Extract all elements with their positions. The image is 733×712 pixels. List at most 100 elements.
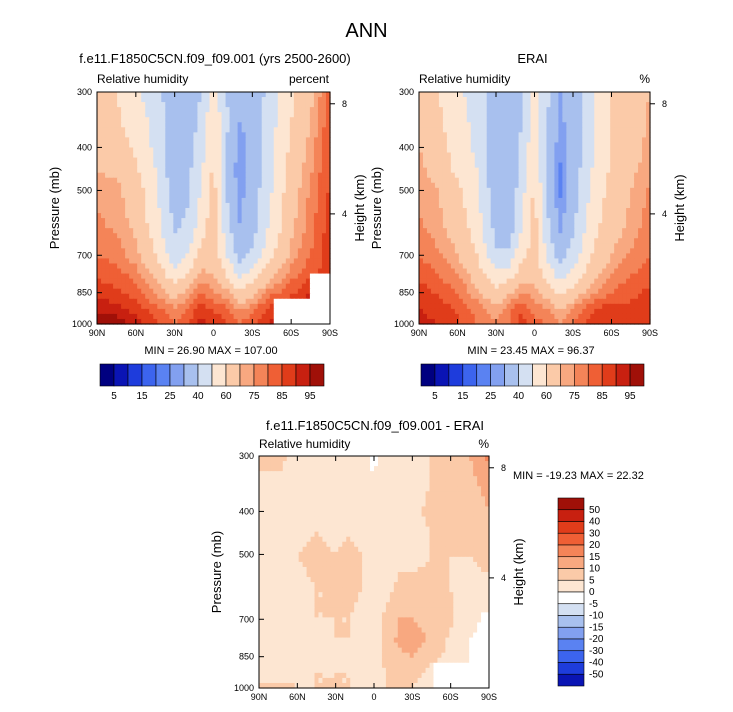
obs-cell xyxy=(566,253,571,260)
obs-cell xyxy=(458,202,464,209)
obs-cell xyxy=(550,157,556,164)
model-cell xyxy=(305,223,311,229)
model-cell xyxy=(125,117,130,123)
model-cell xyxy=(321,192,327,199)
model-cell xyxy=(153,248,158,254)
obs-cell xyxy=(542,97,548,103)
model-cell xyxy=(305,92,311,98)
obs-cell xyxy=(534,213,540,219)
model-cell xyxy=(309,187,315,194)
obs-cell xyxy=(618,132,623,138)
model-cell xyxy=(169,218,174,224)
model-cell xyxy=(189,283,195,290)
model-cell xyxy=(213,268,219,275)
model-cell xyxy=(297,213,303,219)
model-cell xyxy=(133,258,138,265)
model-cell xyxy=(249,218,255,224)
model-cell xyxy=(325,318,331,325)
model-cell xyxy=(241,313,247,320)
obs-cell xyxy=(430,167,436,174)
obs-cell xyxy=(454,238,460,244)
obs-cell xyxy=(542,112,548,118)
obs-cell xyxy=(646,192,651,199)
model-cell xyxy=(97,112,102,118)
model-cell xyxy=(133,182,138,189)
obs-cell xyxy=(518,248,524,254)
obs-cell xyxy=(530,92,536,98)
obs-cell xyxy=(438,197,444,204)
model-cell xyxy=(193,202,199,209)
model-cell xyxy=(153,172,158,179)
model-cell xyxy=(173,278,178,285)
obs-cell xyxy=(474,142,480,149)
obs-cell xyxy=(522,283,528,290)
model-cell xyxy=(201,197,207,204)
model-cell xyxy=(153,147,158,154)
obs-cell xyxy=(542,208,548,214)
model-cell xyxy=(209,202,215,209)
model-cell xyxy=(97,152,102,159)
obs-cell xyxy=(614,172,619,179)
model-cell xyxy=(173,177,178,184)
model-cell xyxy=(193,298,199,305)
obs-cell xyxy=(638,208,643,214)
model-cell xyxy=(97,318,102,325)
obs-cell xyxy=(434,233,440,239)
model-cell xyxy=(301,233,307,239)
model-cell xyxy=(181,308,186,315)
model-cell xyxy=(193,157,199,164)
model-cell xyxy=(209,213,215,219)
model-cell xyxy=(261,132,267,138)
obs-cell xyxy=(419,92,424,98)
obs-cell xyxy=(570,152,575,159)
model-cell xyxy=(125,132,130,138)
model-cell xyxy=(97,213,102,219)
model-cell xyxy=(301,268,307,275)
obs-cell xyxy=(506,268,512,275)
model-cell xyxy=(233,187,239,194)
model-cell xyxy=(105,117,110,123)
obs-cell xyxy=(466,187,472,194)
obs-cell xyxy=(646,202,651,209)
model-cell xyxy=(297,107,303,113)
model-cell xyxy=(273,162,279,169)
model-cell xyxy=(181,223,186,229)
model-cell xyxy=(253,288,259,295)
model-cell xyxy=(281,142,287,149)
obs-cell xyxy=(462,112,468,118)
obs-cell xyxy=(562,233,567,239)
obs-cell xyxy=(550,147,556,154)
obs-cell xyxy=(574,152,579,159)
model-cell xyxy=(117,298,122,305)
obs-cell xyxy=(486,208,492,214)
obs-cell xyxy=(518,208,524,214)
obs-cell xyxy=(614,112,619,118)
obs-cell xyxy=(482,192,488,199)
model-cell xyxy=(109,177,114,184)
obs-cell xyxy=(446,253,452,260)
model-cell xyxy=(297,112,303,118)
obs-cell xyxy=(638,117,643,123)
obs-cell xyxy=(574,238,579,244)
model-cell xyxy=(325,223,331,229)
obs-cell xyxy=(450,177,456,184)
obs-cell xyxy=(470,172,476,179)
obs-cell xyxy=(498,223,504,229)
model-cell xyxy=(325,117,331,123)
obs-cell xyxy=(578,172,583,179)
model-cell xyxy=(177,132,182,138)
model-cell xyxy=(161,132,166,138)
obs-cell xyxy=(558,243,563,249)
model-cell xyxy=(133,167,138,174)
model-cell xyxy=(241,142,247,149)
model-cell xyxy=(161,273,166,280)
model-cell xyxy=(209,283,215,290)
model-cell xyxy=(201,102,207,108)
model-cell xyxy=(141,122,146,128)
obs-cell xyxy=(538,137,544,144)
model-cell xyxy=(217,132,223,138)
model-cell xyxy=(193,172,199,179)
model-cell xyxy=(117,92,122,98)
obs-cell xyxy=(506,273,512,280)
model-cell xyxy=(213,298,219,305)
